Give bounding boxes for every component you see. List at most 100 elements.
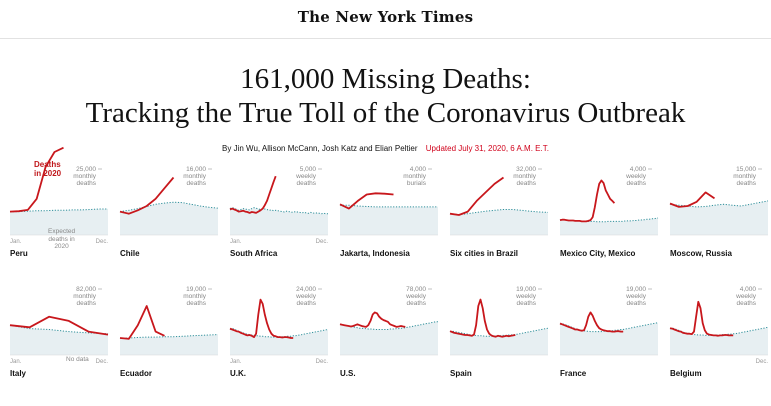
scale-value: 4,000 — [410, 166, 427, 173]
chart-title: U.S. — [340, 369, 356, 378]
scale-unit: weekly — [295, 293, 317, 300]
headline-line-1: 161,000 Missing Deaths: — [240, 63, 531, 95]
scale-value: 5,000 — [300, 166, 317, 173]
scale-unit: deaths — [516, 300, 536, 307]
expected-area — [10, 209, 108, 235]
top-bar: The New York Times — [0, 0, 771, 39]
expected-line — [229, 207, 328, 215]
expected-area — [560, 322, 658, 355]
chart-title: U.K. — [230, 369, 246, 378]
no-data-annotation: No data — [66, 356, 89, 363]
scale-unit: monthly — [733, 173, 757, 180]
expected-area — [450, 328, 548, 355]
scale-value: 25,000 — [76, 166, 96, 173]
expected-line — [669, 200, 769, 208]
scale-unit: burials — [407, 180, 427, 187]
scale-value: 78,000 — [406, 286, 426, 293]
actual-2020-line — [449, 176, 505, 216]
x-end-label: Dec. — [316, 239, 329, 245]
expected-line — [9, 324, 109, 335]
scale-unit: deaths — [296, 180, 316, 187]
chart-title: France — [560, 369, 587, 378]
scale-unit: monthly — [513, 173, 537, 180]
actual-2020-line — [9, 315, 109, 336]
scale-value: 24,000 — [296, 286, 316, 293]
expected-area — [670, 327, 768, 355]
scale-value: 4,000 — [630, 166, 647, 173]
chart-title: Mexico City, Mexico — [560, 249, 636, 258]
chart-title: Jakarta, Indonesia — [340, 249, 410, 258]
x-start-label: Jan. — [230, 239, 242, 245]
headline-line-2: Tracking the True Toll of the Coronaviru… — [85, 97, 686, 129]
scale-value: 82,000 — [76, 286, 96, 293]
actual-2020-line — [449, 298, 516, 338]
scale-unit: weekly — [295, 173, 317, 180]
expected-line — [559, 217, 659, 223]
actual-2020-line — [339, 311, 406, 328]
scale-unit: monthly — [403, 173, 427, 180]
scale-unit: deaths — [76, 300, 96, 307]
scale-unit: monthly — [73, 293, 97, 300]
chart-title: Spain — [450, 369, 472, 378]
chart-title: Italy — [10, 369, 27, 378]
x-end-label: Dec. — [756, 359, 769, 365]
actual-2020-line — [9, 146, 64, 213]
byline-authors: By Jin Wu, Allison McCann, Josh Katz and… — [222, 144, 418, 153]
x-end-label: Dec. — [316, 359, 329, 365]
scale-unit: deaths — [76, 180, 96, 187]
scale-unit: deaths — [186, 180, 206, 187]
actual-2020-line — [669, 300, 734, 337]
actual-2020-line — [559, 179, 616, 223]
scale-unit: deaths — [736, 180, 756, 187]
expected-line — [449, 209, 549, 216]
scale-unit: weekly — [735, 293, 757, 300]
x-start-label: Jan. — [230, 359, 242, 365]
scale-value: 19,000 — [516, 286, 536, 293]
expected-line — [10, 208, 108, 213]
chart-title: South Africa — [230, 249, 278, 258]
scale-value: 16,000 — [186, 166, 206, 173]
scale-value: 4,000 — [740, 286, 757, 293]
actual-2020-line — [339, 192, 394, 210]
scale-value: 19,000 — [186, 286, 206, 293]
expected-area — [450, 209, 548, 235]
scale-unit: deaths — [736, 300, 756, 307]
scale-unit: monthly — [183, 173, 207, 180]
expected-area — [120, 334, 218, 355]
scale-unit: monthly — [183, 293, 207, 300]
scale-value: 32,000 — [516, 166, 536, 173]
actual-2020-line — [119, 176, 175, 215]
scale-unit: weekly — [405, 293, 427, 300]
scale-unit: monthly — [73, 173, 97, 180]
expected-area — [340, 321, 438, 355]
page-title: 161,000 Missing Deaths: Tracking the Tru… — [0, 62, 771, 130]
masthead-logo[interactable]: The New York Times — [297, 8, 474, 26]
actual-2020-line — [669, 191, 716, 208]
scale-value: 19,000 — [626, 286, 646, 293]
actual-2020-line — [559, 311, 624, 333]
chart-title: Peru — [10, 249, 28, 258]
deaths-2020-annotation: Deaths in 2020 — [34, 160, 62, 178]
x-end-label: Dec. — [96, 359, 109, 365]
byline: By Jin Wu, Allison McCann, Josh Katz and… — [0, 144, 771, 153]
x-start-label: Jan. — [10, 359, 22, 365]
chart-title: Chile — [120, 249, 140, 258]
updated-timestamp: Updated July 31, 2020, 6 A.M. E.T. — [425, 144, 549, 153]
scale-unit: weekly — [515, 293, 537, 300]
x-start-label: Jan. — [10, 239, 22, 245]
scale-unit: deaths — [296, 300, 316, 307]
